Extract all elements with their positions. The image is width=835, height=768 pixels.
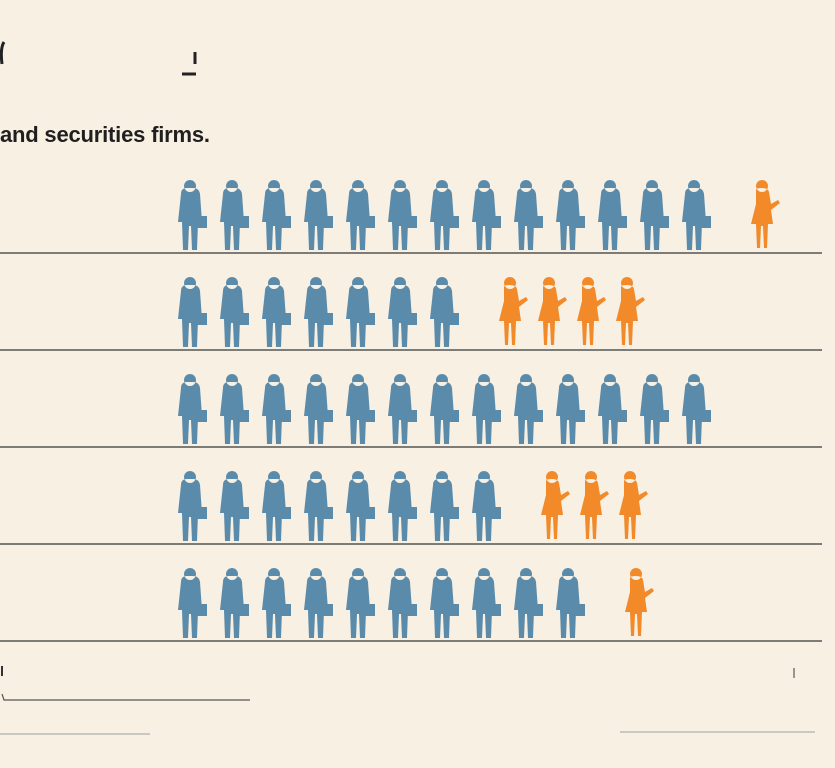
- businessman-icon-row-5-8: [472, 568, 501, 638]
- businessman-icon-row-2-5: [346, 277, 375, 347]
- businesswoman-icon-row-2-1: [499, 277, 528, 345]
- businessman-icon-row-4-2: [220, 471, 249, 541]
- businessman-icon-row-5-2: [220, 568, 249, 638]
- businessman-icon-row-3-1: [178, 374, 207, 444]
- businessman-icon-row-2-2: [220, 277, 249, 347]
- businesswoman-icon-row-4-3: [619, 471, 648, 539]
- businessman-icon-row-4-8: [472, 471, 501, 541]
- businessman-icon-row-3-4: [304, 374, 333, 444]
- businessman-icon-row-1-5: [346, 180, 375, 250]
- businessman-icon-row-3-12: [640, 374, 669, 444]
- businessman-icon-row-5-4: [304, 568, 333, 638]
- businessman-icon-row-5-7: [430, 568, 459, 638]
- businesswoman-icon-row-2-4: [616, 277, 645, 345]
- businessman-icon-row-2-3: [262, 277, 291, 347]
- pictogram-chart: [0, 180, 822, 642]
- businessman-icon-row-1-3: [262, 180, 291, 250]
- businessman-icon-row-1-8: [472, 180, 501, 250]
- chart-subtitle: and securities firms.: [0, 122, 210, 147]
- businessman-icon-row-2-4: [304, 277, 333, 347]
- businessman-icon-row-3-10: [556, 374, 585, 444]
- businessman-icon-row-1-7: [430, 180, 459, 250]
- footnote-redaction-mark: [0, 666, 815, 735]
- businessman-icon-row-2-7: [430, 277, 459, 347]
- businessman-icon-row-3-3: [262, 374, 291, 444]
- businessman-icon-row-1-11: [598, 180, 627, 250]
- businessman-icon-row-2-6: [388, 277, 417, 347]
- businessman-icon-row-1-2: [220, 180, 249, 250]
- businessman-icon-row-5-5: [346, 568, 375, 638]
- businessman-icon-row-4-5: [346, 471, 375, 541]
- businesswoman-icon-row-2-3: [577, 277, 606, 345]
- businessman-icon-row-1-9: [514, 180, 543, 250]
- title-redaction-mark: [0, 41, 197, 76]
- businessman-icon-row-3-6: [388, 374, 417, 444]
- businessman-icon-row-3-8: [472, 374, 501, 444]
- businessman-icon-row-4-4: [304, 471, 333, 541]
- businessman-icon-row-3-11: [598, 374, 627, 444]
- businesswoman-icon-row-1-1: [751, 180, 780, 248]
- businessman-icon-row-5-6: [388, 568, 417, 638]
- businessman-icon-row-3-5: [346, 374, 375, 444]
- businessman-icon-row-1-12: [640, 180, 669, 250]
- businessman-icon-row-3-2: [220, 374, 249, 444]
- businessman-icon-row-5-9: [514, 568, 543, 638]
- businessman-icon-row-3-13: [682, 374, 711, 444]
- businessman-icon-row-4-7: [430, 471, 459, 541]
- businessman-icon-row-5-1: [178, 568, 207, 638]
- businessman-icon-row-1-1: [178, 180, 207, 250]
- businesswoman-icon-row-4-2: [580, 471, 609, 539]
- businessman-icon-row-4-3: [262, 471, 291, 541]
- businessman-icon-row-3-9: [514, 374, 543, 444]
- businessman-icon-row-2-1: [178, 277, 207, 347]
- businesswoman-icon-row-4-1: [541, 471, 570, 539]
- businesswoman-icon-row-2-2: [538, 277, 567, 345]
- businessman-icon-row-3-7: [430, 374, 459, 444]
- businessman-icon-row-1-10: [556, 180, 585, 250]
- businessman-icon-row-1-13: [682, 180, 711, 250]
- businessman-icon-row-5-10: [556, 568, 585, 638]
- businessman-icon-row-1-6: [388, 180, 417, 250]
- businessman-icon-row-4-1: [178, 471, 207, 541]
- businessman-icon-row-1-4: [304, 180, 333, 250]
- businessman-icon-row-4-6: [388, 471, 417, 541]
- businesswoman-icon-row-5-1: [625, 568, 654, 636]
- businessman-icon-row-5-3: [262, 568, 291, 638]
